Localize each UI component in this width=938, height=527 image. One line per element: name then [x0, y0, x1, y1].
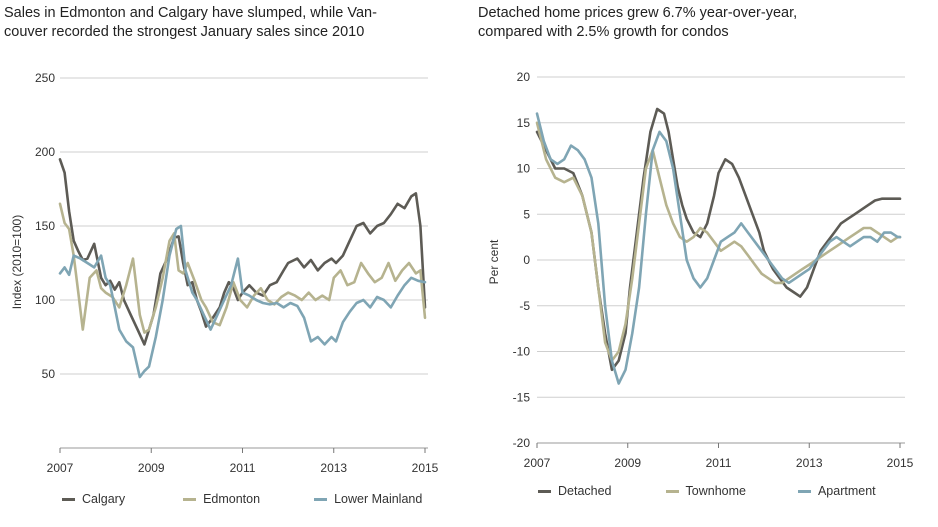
right-legend: Detached Townhome Apartment: [538, 484, 876, 498]
legend-swatch-edmonton: [183, 497, 197, 501]
legend-swatch-detached: [538, 489, 551, 493]
left-y-axis-label: Index (2010=100): [10, 215, 24, 309]
left-ytick-label-100: 100: [35, 293, 55, 307]
left-xtick-label-2013: 2013: [320, 461, 347, 475]
right-chart-title: Detached home prices grew 6.7% year-over…: [478, 4, 797, 42]
left-xtick-label-2007: 2007: [47, 461, 74, 475]
right-series-line-apartment: [535, 112, 902, 385]
left-title-line-2: couver recorded the strongest January sa…: [4, 24, 365, 40]
left-xtick-label-2015: 2015: [412, 461, 439, 475]
left-chart-title: Sales in Edmonton and Calgary have slump…: [4, 4, 377, 42]
legend-item-lower-mainland: Lower Mainland: [314, 492, 422, 506]
legend-item-calgary: Calgary: [62, 492, 125, 506]
left-title-line-1: Sales in Edmonton and Calgary have slump…: [4, 5, 377, 21]
left-ytick-label-200: 200: [35, 145, 55, 159]
legend-swatch-lower-mainland: [314, 497, 328, 501]
left-xtick-label-2009: 2009: [138, 461, 165, 475]
right-ytick-label--20: -20: [513, 436, 531, 450]
legend-label-edmonton: Edmonton: [203, 492, 261, 506]
right-xtick-label-2007: 2007: [524, 456, 551, 470]
left-ytick-label-50: 50: [42, 367, 56, 381]
right-ytick-label-10: 10: [517, 162, 531, 176]
legend-label-townhome: Townhome: [685, 484, 746, 498]
left-legend: Calgary Edmonton Lower Mainland: [62, 492, 422, 506]
right-ytick-label--5: -5: [519, 299, 530, 313]
right-ytick-label-20: 20: [517, 70, 531, 84]
legend-label-calgary: Calgary: [82, 492, 126, 506]
legend-swatch-calgary: [62, 497, 75, 501]
left-ytick-label-250: 250: [35, 71, 55, 85]
left-series-line-lower-mainland: [58, 224, 427, 379]
right-ytick-label-0: 0: [523, 253, 530, 267]
legend-item-detached: Detached: [538, 484, 612, 498]
legend-item-apartment: Apartment: [797, 484, 876, 498]
right-title-line-2: compared with 2.5% growth for condos: [478, 24, 729, 40]
right-series-line-townhome: [535, 121, 902, 362]
legend-swatch-townhome: [665, 489, 679, 493]
right-xtick-label-2013: 2013: [796, 456, 823, 470]
left-series-line-calgary: [58, 158, 427, 346]
legend-label-lower-mainland: Lower Mainland: [334, 492, 423, 506]
left-ytick-label-150: 150: [35, 219, 55, 233]
right-ytick-label--15: -15: [513, 390, 531, 404]
right-y-axis-label: Per cent: [487, 239, 501, 284]
legend-label-apartment: Apartment: [817, 484, 876, 498]
right-xtick-label-2009: 2009: [614, 456, 641, 470]
legend-item-townhome: Townhome: [665, 484, 746, 498]
right-ytick-label--10: -10: [513, 345, 531, 359]
right-ytick-label-5: 5: [523, 207, 530, 221]
left-xtick-label-2011: 2011: [230, 461, 256, 475]
legend-swatch-apartment: [797, 489, 811, 493]
right-xtick-label-2011: 2011: [706, 456, 732, 470]
right-xtick-label-2015: 2015: [887, 456, 914, 470]
right-title-line-1: Detached home prices grew 6.7% year-over…: [478, 5, 798, 21]
legend-label-detached: Detached: [558, 484, 612, 498]
legend-item-edmonton: Edmonton: [183, 492, 260, 506]
right-ytick-label-15: 15: [517, 116, 531, 130]
